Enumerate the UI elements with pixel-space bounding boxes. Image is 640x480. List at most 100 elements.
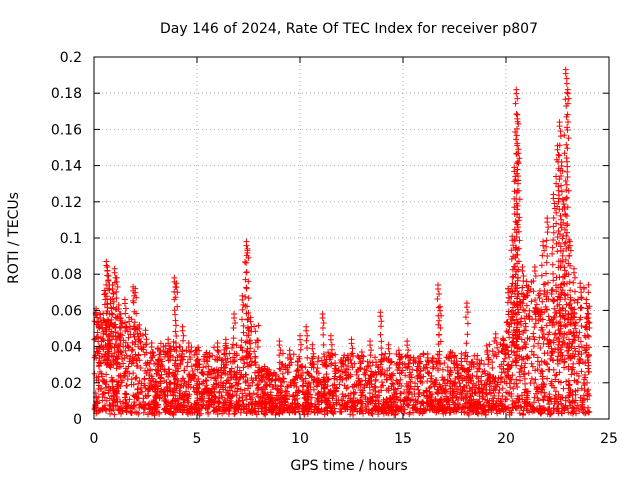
noise-point (420, 373, 427, 380)
noise-point (114, 381, 121, 388)
roti-point (96, 350, 103, 357)
roti-point (551, 331, 558, 338)
roti-point (396, 361, 403, 368)
y-tick-label: 0 (73, 412, 82, 428)
noise-point (451, 381, 458, 388)
noise-point (188, 348, 195, 355)
noise-point (468, 360, 475, 367)
noise-point (427, 392, 434, 399)
noise-point (321, 379, 328, 386)
noise-point (103, 397, 110, 404)
noise-point (318, 406, 325, 413)
noise-point (517, 365, 524, 372)
noise-point (500, 365, 507, 372)
noise-point (424, 395, 431, 402)
roti-point (116, 333, 123, 340)
noise-point (373, 371, 380, 378)
noise-point (486, 341, 493, 348)
noise-point (407, 378, 414, 385)
noise-point (305, 387, 312, 394)
roti-point (561, 330, 568, 337)
noise-point (143, 370, 150, 377)
noise-point (343, 365, 350, 372)
roti-series (91, 66, 593, 388)
noise-point (421, 364, 428, 371)
noise-point (372, 354, 379, 361)
roti-point (454, 367, 461, 374)
noise-point (578, 295, 585, 302)
noise-point (254, 403, 261, 410)
roti-point (538, 272, 545, 279)
roti-point (550, 357, 557, 364)
noise-point (179, 391, 186, 398)
noise-point (324, 410, 331, 417)
noise-point (464, 353, 471, 360)
noise-point (571, 370, 578, 377)
noise-point (432, 396, 439, 403)
roti-point (377, 358, 384, 365)
roti-point (513, 125, 520, 132)
noise-point (435, 408, 442, 415)
noise-point (202, 387, 209, 394)
roti-point (544, 349, 551, 356)
roti-point (437, 338, 444, 345)
noise-point (116, 406, 123, 413)
roti-point (286, 361, 293, 368)
roti-point (304, 344, 311, 351)
noise-point (348, 350, 355, 357)
noise-point (356, 396, 363, 403)
roti-point (565, 345, 572, 352)
roti-point (539, 298, 546, 305)
roti-point (515, 217, 522, 224)
noise-point (226, 392, 233, 399)
roti-point (583, 349, 590, 356)
noise-point (145, 392, 152, 399)
roti-point (543, 360, 550, 367)
noise-point (548, 287, 555, 294)
roti-point (239, 296, 246, 303)
noise-point (497, 408, 504, 415)
noise-point (472, 389, 479, 396)
roti-point (518, 336, 525, 343)
x-tick-label: 0 (90, 431, 99, 447)
roti-point (586, 325, 593, 332)
roti-point (174, 289, 181, 296)
noise-point (272, 381, 279, 388)
noise-point (323, 371, 330, 378)
noise-point (469, 358, 476, 365)
roti-point (132, 341, 139, 348)
noise-point (258, 372, 265, 379)
roti-point (244, 249, 251, 256)
roti-point (102, 324, 109, 331)
roti-point (556, 123, 563, 130)
noise-point (292, 373, 299, 380)
roti-point (522, 344, 529, 351)
noise-point (387, 394, 394, 401)
roti-point (133, 310, 140, 317)
roti-point (425, 359, 432, 366)
noise-point (571, 405, 578, 412)
noise-point (153, 395, 160, 402)
noise-point (255, 384, 262, 391)
noise-point (413, 399, 420, 406)
roti-point (404, 352, 411, 359)
roti-point (515, 302, 522, 309)
roti-point (585, 344, 592, 351)
roti-point (96, 325, 103, 332)
noise-point (130, 370, 137, 377)
noise-point (449, 392, 456, 399)
noise-point (332, 359, 339, 366)
noise-point (186, 405, 193, 412)
roti-point (555, 353, 562, 360)
noise-point (94, 349, 101, 356)
noise-point (205, 410, 212, 417)
roti-point (100, 346, 107, 353)
roti-point (243, 269, 250, 276)
noise-point (531, 336, 538, 343)
noise-point (372, 397, 379, 404)
noise-point (149, 410, 156, 417)
roti-point (142, 360, 149, 367)
noise-point (193, 382, 200, 389)
noise-point (566, 382, 573, 389)
roti-point (563, 141, 570, 148)
